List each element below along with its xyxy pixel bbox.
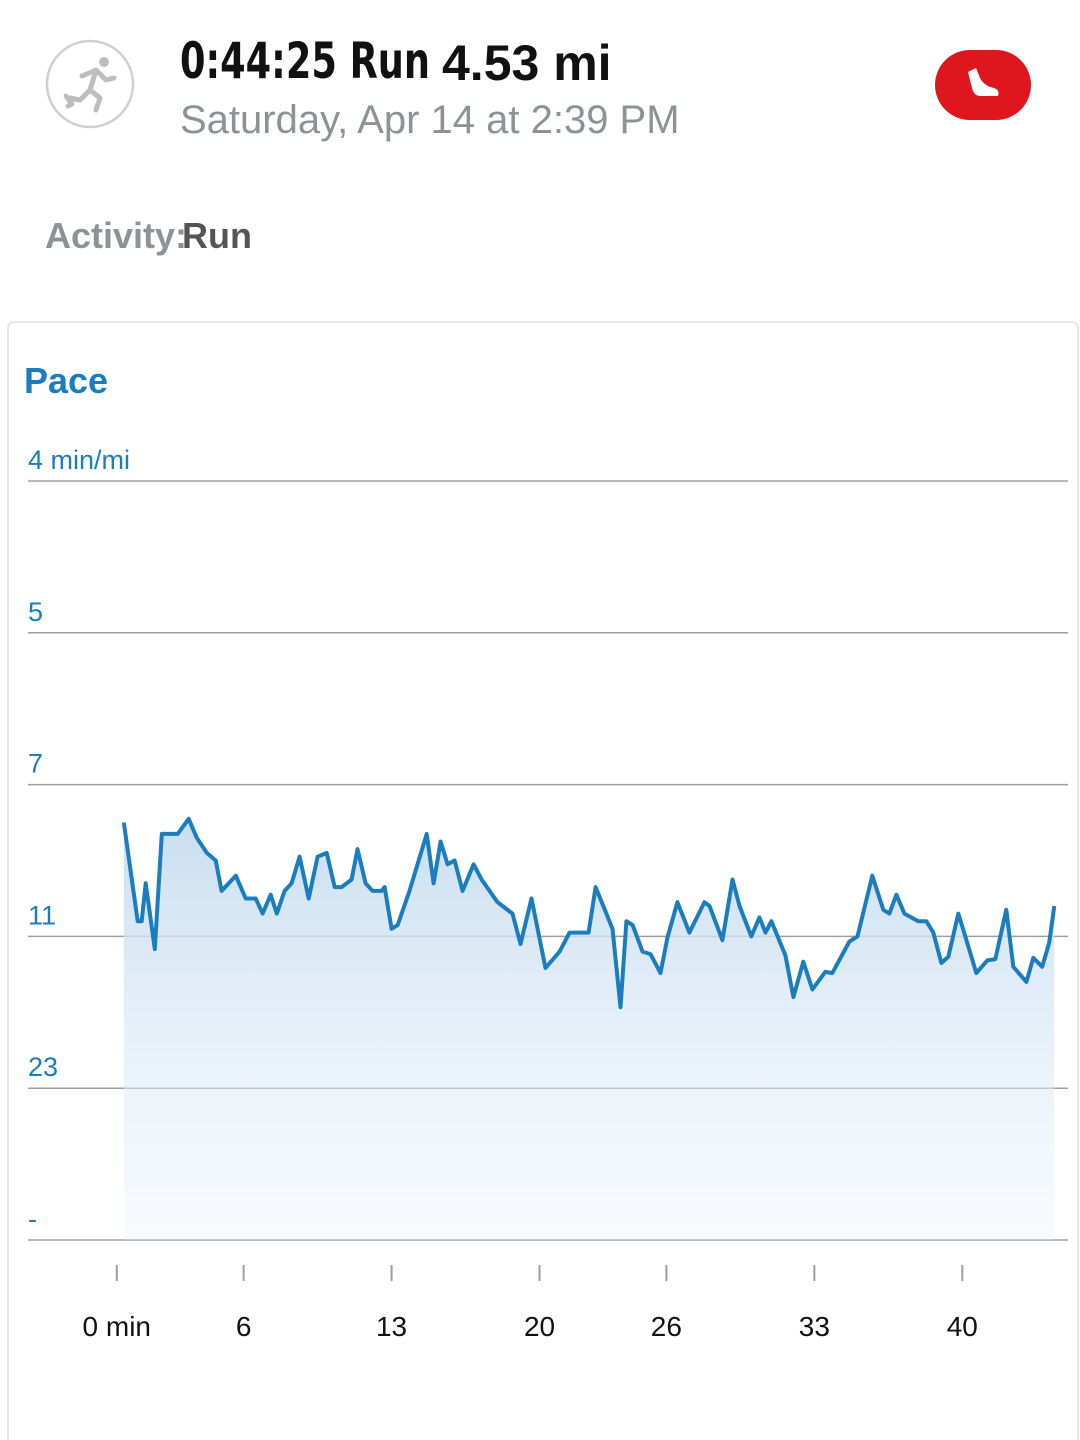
x-tick-label: 20 [524,1311,555,1342]
activity-label: Activity: [45,215,187,256]
y-tick-label: 5 [28,597,43,627]
x-tick-label: 13 [376,1311,407,1342]
y-tick-label: 11 [28,900,56,930]
shoe-button[interactable] [935,50,1031,120]
workout-date: Saturday, Apr 14 at 2:39 PM [180,98,680,142]
y-tick-label: 7 [28,749,43,779]
y-tick-label: 23 [28,1052,58,1082]
pace-area [123,818,1055,1240]
workout-distance: 4.53 mi [442,35,612,91]
activity-value: Run [182,215,252,256]
x-tick-label: 6 [236,1311,252,1342]
x-tick-label: 26 [651,1311,682,1342]
workout-title: 0:44:25 Run [180,32,430,90]
y-tick-label: 4 min/mi [28,445,130,475]
pace-line [121,816,1057,1010]
x-tick-label: 40 [947,1311,978,1342]
x-tick-label: 33 [799,1311,830,1342]
activity-icon [45,39,135,129]
x-tick-label: 0 min [83,1311,151,1342]
y-tick-label: - [28,1204,37,1234]
chart-title: Pace [24,360,108,401]
